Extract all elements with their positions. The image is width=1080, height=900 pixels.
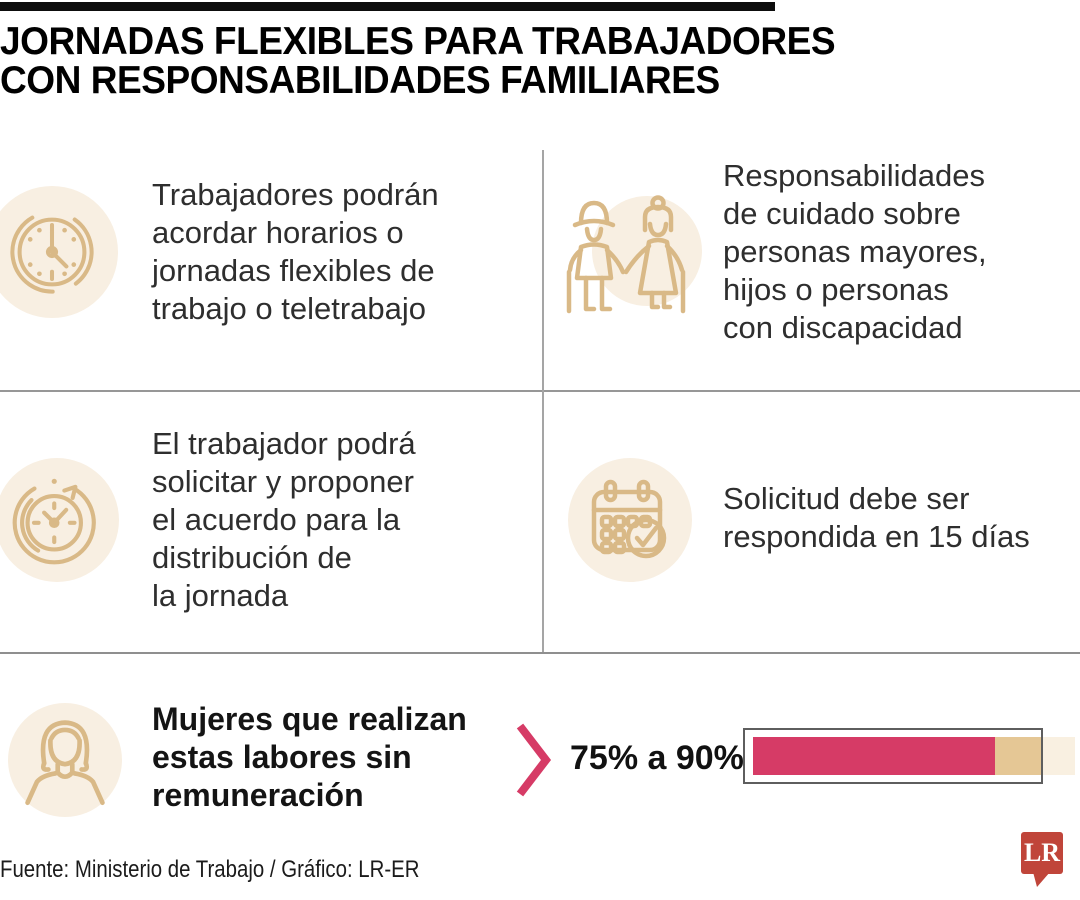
- cell-text-care-responsibilities: Responsabilidades de cuidado sobre perso…: [723, 158, 987, 345]
- bar-fill: [753, 737, 995, 775]
- clock-icon: [10, 210, 94, 294]
- lr-logo-tail: [1033, 872, 1050, 887]
- source-credit: Fuente: Ministerio de Trabajo / Gráfico:…: [0, 856, 420, 883]
- woman-icon: [25, 720, 105, 806]
- calendar-check-icon: [591, 479, 667, 559]
- percentage-bar: [743, 728, 1075, 784]
- lr-logo-text: LR: [1023, 838, 1061, 867]
- divider-vertical: [542, 150, 544, 652]
- cell-text-request-proposal: El trabajador podrá solicitar y proponer…: [152, 426, 416, 613]
- divider-horizontal-2: [0, 652, 1080, 654]
- bar-range: [994, 737, 1043, 775]
- cell-text-response-deadline: Solicitud debe ser respondida en 15 días: [723, 481, 1030, 554]
- cell-text-flexible-schedules: Trabajadores podrán acordar horarios o j…: [152, 177, 439, 326]
- page-title: JORNADAS FLEXIBLES PARA TRABAJADORES CON…: [0, 20, 836, 102]
- chevron-right-icon: [516, 723, 552, 797]
- elderly-couple-icon: [566, 195, 686, 314]
- highlight-label: Mujeres que realizan estas labores sin r…: [152, 701, 467, 813]
- range-label: 75% a 90%: [570, 739, 744, 777]
- divider-horizontal-1: [0, 390, 1080, 392]
- top-accent-bar: [0, 2, 775, 11]
- clock-arrow-icon: [12, 478, 96, 565]
- lr-logo: LR: [1021, 832, 1063, 874]
- bar-outline: [743, 728, 1043, 784]
